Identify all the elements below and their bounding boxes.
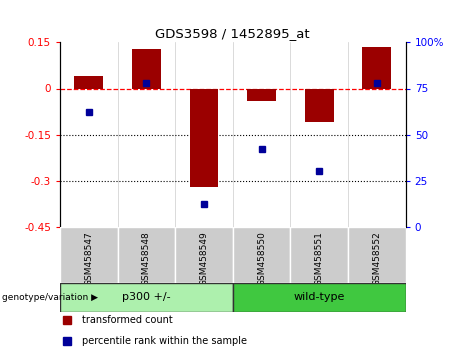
Bar xyxy=(362,47,391,88)
Text: transformed count: transformed count xyxy=(83,315,173,325)
Bar xyxy=(290,227,348,283)
Bar xyxy=(60,283,233,312)
Text: genotype/variation ▶: genotype/variation ▶ xyxy=(2,293,98,302)
Bar xyxy=(60,227,118,283)
Bar xyxy=(348,227,406,283)
Bar xyxy=(175,227,233,283)
Title: GDS3598 / 1452895_at: GDS3598 / 1452895_at xyxy=(155,27,310,40)
Bar xyxy=(247,88,276,101)
Text: percentile rank within the sample: percentile rank within the sample xyxy=(83,336,248,346)
Bar xyxy=(233,227,290,283)
Bar xyxy=(132,48,161,88)
Bar xyxy=(305,88,334,122)
Bar xyxy=(118,227,175,283)
Text: GSM458552: GSM458552 xyxy=(372,231,381,286)
Text: GSM458547: GSM458547 xyxy=(84,231,93,286)
Bar xyxy=(233,283,406,312)
Text: GSM458548: GSM458548 xyxy=(142,231,151,286)
Text: wild-type: wild-type xyxy=(294,292,345,302)
Text: GSM458551: GSM458551 xyxy=(315,231,324,286)
Text: p300 +/-: p300 +/- xyxy=(122,292,171,302)
Text: GSM458549: GSM458549 xyxy=(200,231,208,286)
Bar xyxy=(74,76,103,88)
Bar xyxy=(189,88,219,187)
Text: GSM458550: GSM458550 xyxy=(257,231,266,286)
